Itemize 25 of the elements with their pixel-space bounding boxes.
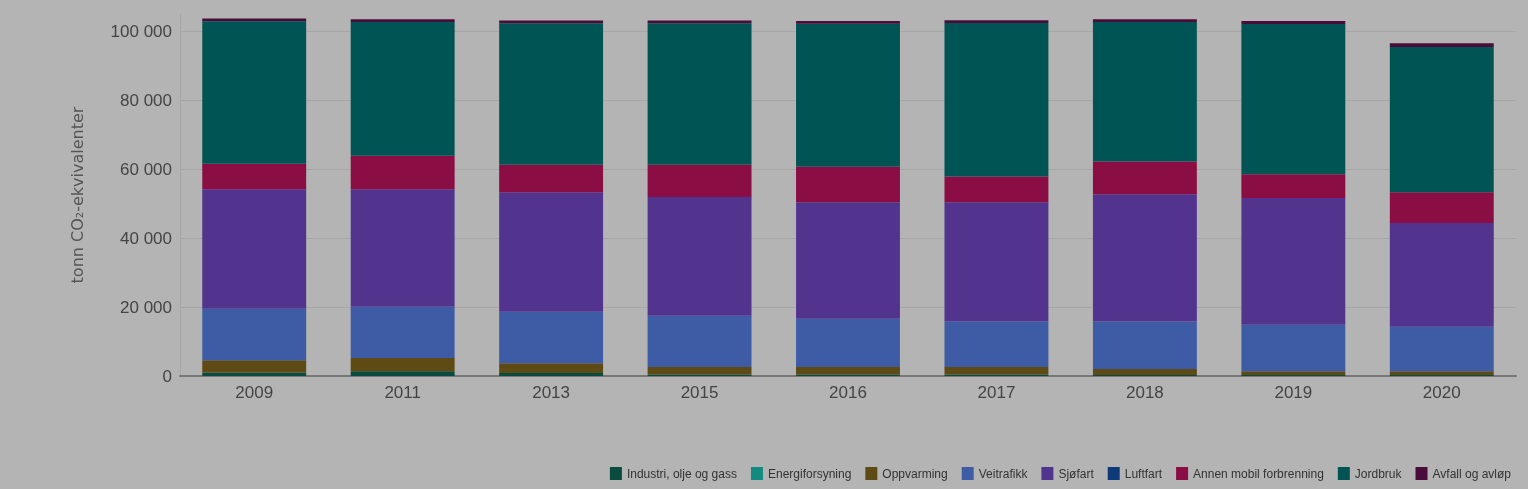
- x-tick-label: 2018: [1125, 383, 1164, 402]
- legend-label: Veitrafikk: [978, 466, 1029, 481]
- y-tick-label: 60 000: [120, 159, 172, 179]
- x-tick-label: 2019: [1274, 383, 1313, 402]
- legend-label: Jordbruk: [1354, 466, 1403, 481]
- y-tick-label: 20 000: [120, 297, 172, 317]
- x-tick-label: 2017: [977, 383, 1016, 402]
- x-tick-label: 2020: [1422, 383, 1461, 402]
- x-tick-label: 2016: [829, 383, 867, 402]
- x-tick-label: 2013: [532, 383, 571, 402]
- legend-label: Industri, olje og gass: [626, 466, 737, 481]
- legend-label: Avfall og avløp: [1432, 466, 1512, 481]
- y-tick-label: 100 000: [110, 21, 172, 41]
- legend-label: Sjøfart: [1058, 466, 1095, 481]
- y-tick-label: 0: [162, 366, 172, 386]
- y-tick-label: 80 000: [120, 90, 172, 110]
- legend-label: Luftfart: [1124, 466, 1163, 481]
- legend-label: Annen mobil forbrenning: [1193, 466, 1324, 481]
- y-tick-label: 40 000: [120, 228, 172, 248]
- legend-label: Oppvarming: [882, 466, 948, 481]
- x-tick-label: 2009: [235, 383, 274, 402]
- x-tick-label: 2011: [384, 383, 421, 402]
- legend-label: Energiforsyning: [767, 466, 852, 481]
- x-tick-label: 2015: [680, 383, 719, 402]
- y-axis-title: tonn CO₂-ekvivalenter: [67, 106, 87, 284]
